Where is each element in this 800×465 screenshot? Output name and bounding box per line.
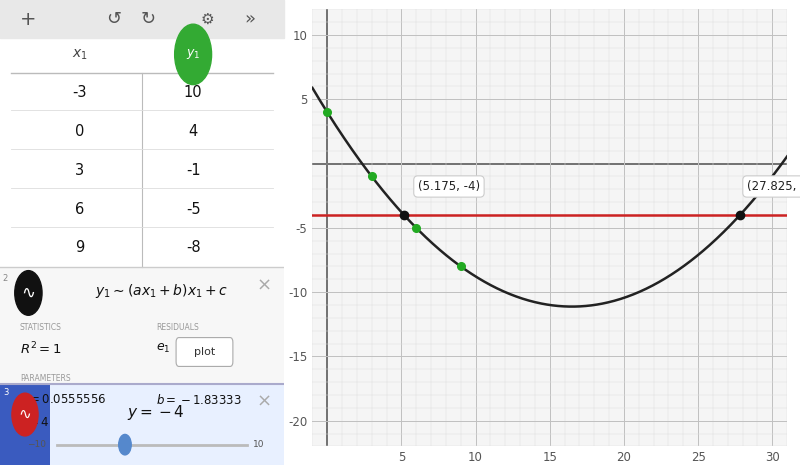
Text: ↺: ↺ — [106, 10, 121, 28]
Text: ∿: ∿ — [22, 284, 35, 302]
Text: $e_1$: $e_1$ — [156, 342, 170, 355]
Text: -1: -1 — [186, 163, 201, 178]
Text: 10: 10 — [253, 440, 264, 449]
Text: (5.175, -4): (5.175, -4) — [418, 180, 480, 193]
Bar — [0, 0, 284, 38]
Text: 10: 10 — [184, 85, 202, 100]
Text: ↻: ↻ — [140, 10, 155, 28]
FancyBboxPatch shape — [176, 338, 233, 366]
Text: $x_1$: $x_1$ — [72, 47, 87, 61]
Text: 9: 9 — [75, 240, 84, 255]
Bar — [0, 384, 284, 465]
Text: +: + — [20, 10, 37, 28]
Text: $b = -1.83333$: $b = -1.83333$ — [156, 393, 242, 407]
Circle shape — [12, 393, 38, 436]
Text: ∿: ∿ — [18, 407, 31, 422]
Text: ×: × — [257, 392, 272, 411]
Bar — [0, 267, 284, 384]
Text: plot: plot — [194, 347, 215, 357]
Text: −10: −10 — [27, 440, 46, 449]
Text: $a = 0.0555556$: $a = 0.0555556$ — [20, 393, 106, 406]
Text: $y = -4$: $y = -4$ — [127, 403, 185, 422]
Text: 0: 0 — [75, 124, 84, 139]
Text: $c = 4$: $c = 4$ — [20, 416, 50, 429]
Text: $y_1$: $y_1$ — [186, 47, 200, 61]
Text: 6: 6 — [75, 201, 84, 217]
Circle shape — [118, 434, 131, 455]
Text: 3: 3 — [3, 388, 8, 397]
Text: ⚙: ⚙ — [201, 12, 214, 27]
Text: $y_1 \sim (ax_1 + b)x_1 + c$: $y_1 \sim (ax_1 + b)x_1 + c$ — [95, 282, 229, 299]
Text: ×: × — [257, 277, 272, 295]
Text: »: » — [244, 10, 255, 28]
Text: 2: 2 — [3, 274, 8, 283]
Text: PARAMETERS: PARAMETERS — [20, 374, 70, 384]
Text: RESIDUALS: RESIDUALS — [156, 323, 199, 332]
Text: 3: 3 — [75, 163, 84, 178]
Text: -3: -3 — [72, 85, 86, 100]
Bar — [0, 384, 50, 465]
Text: STATISTICS: STATISTICS — [20, 323, 62, 332]
Text: $R^2 = 1$: $R^2 = 1$ — [20, 340, 62, 357]
Circle shape — [174, 24, 211, 85]
Circle shape — [14, 271, 42, 315]
Text: -8: -8 — [186, 240, 201, 255]
Text: (27.825, -4): (27.825, -4) — [747, 180, 800, 193]
Text: -5: -5 — [186, 201, 201, 217]
Text: 4: 4 — [189, 124, 198, 139]
